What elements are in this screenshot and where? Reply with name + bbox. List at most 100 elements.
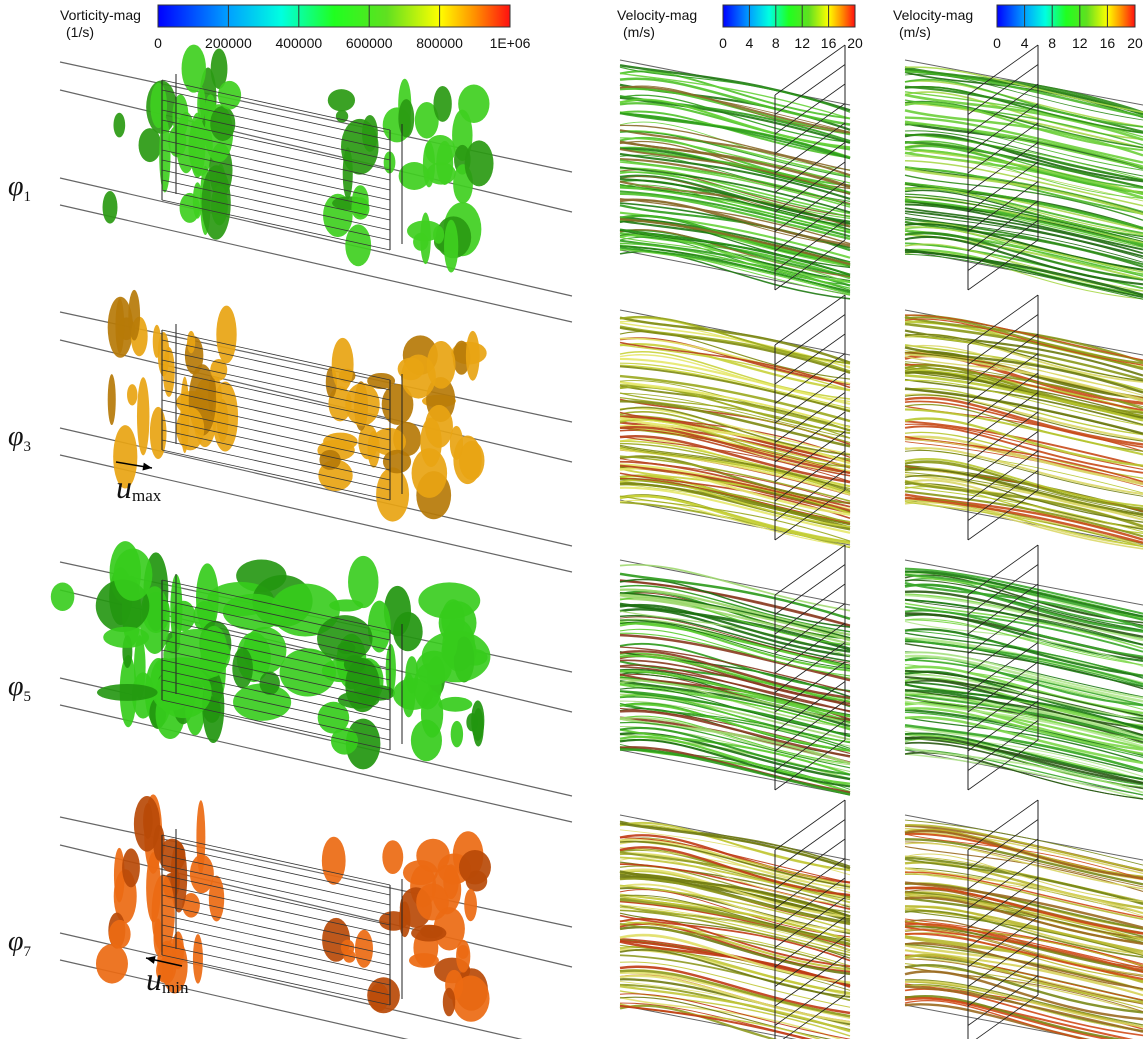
panel-streamlines bbox=[620, 545, 850, 795]
isosurface bbox=[139, 128, 162, 162]
panel-vorticity bbox=[60, 45, 572, 322]
isosurface bbox=[197, 87, 205, 122]
colorbar-tick-label: 8 bbox=[1048, 35, 1056, 51]
isosurface bbox=[348, 556, 378, 608]
isosurface bbox=[109, 920, 131, 949]
streamline bbox=[620, 823, 850, 868]
legend-title: Velocity-mag bbox=[617, 7, 697, 23]
annotation-symbol: u bbox=[116, 469, 132, 505]
streamline bbox=[620, 87, 850, 133]
isosurface bbox=[412, 448, 448, 498]
isosurface bbox=[355, 930, 373, 968]
colorbar-tick-label: 800000 bbox=[416, 35, 463, 51]
isosurface bbox=[466, 331, 480, 381]
isosurface bbox=[172, 94, 188, 137]
panel-streamlines bbox=[620, 295, 850, 547]
isosurface bbox=[153, 918, 162, 955]
panel-vorticity bbox=[60, 290, 572, 572]
isosurface bbox=[457, 945, 468, 959]
panel-streamlines bbox=[905, 800, 1143, 1039]
isosurface bbox=[458, 85, 489, 123]
isosurface bbox=[209, 876, 224, 922]
isosurface bbox=[403, 860, 438, 885]
colorbar-tick-label: 200000 bbox=[205, 35, 252, 51]
legend-title: Velocity-mag bbox=[893, 7, 973, 23]
isosurface bbox=[150, 407, 167, 459]
isosurface bbox=[427, 341, 456, 389]
isosurface bbox=[409, 953, 439, 968]
grid-slat bbox=[162, 440, 390, 490]
panel-streamlines bbox=[620, 800, 850, 1039]
legend-unit: (m/s) bbox=[899, 24, 931, 40]
isosurface bbox=[113, 113, 125, 138]
grid-slat bbox=[162, 450, 390, 500]
panel-streamlines bbox=[905, 295, 1143, 549]
streamline bbox=[620, 976, 850, 1022]
colorbar-tick-label: 16 bbox=[1100, 35, 1116, 51]
isosurface bbox=[413, 233, 428, 251]
isosurface bbox=[163, 347, 175, 397]
isosurface bbox=[423, 141, 435, 187]
colorbar-tick-label: 0 bbox=[993, 35, 1001, 51]
isosurface bbox=[96, 944, 128, 984]
row-label: φ1 bbox=[8, 171, 31, 205]
grid-slat bbox=[775, 820, 845, 870]
isosurface bbox=[51, 582, 75, 610]
annotation-symbol: u bbox=[146, 961, 162, 997]
isosurface bbox=[202, 165, 231, 239]
isosurface bbox=[444, 220, 458, 273]
grid-slat bbox=[162, 430, 390, 480]
isosurface bbox=[331, 727, 358, 754]
colorbar-tick-label: 8 bbox=[772, 35, 780, 51]
colorbar-tick-label: 12 bbox=[794, 35, 810, 51]
isosurface bbox=[393, 678, 433, 710]
colorbar-tick-label: 12 bbox=[1072, 35, 1088, 51]
annotation-subscript: min bbox=[162, 978, 189, 997]
isosurface bbox=[422, 631, 491, 683]
colorbar-tick-label: 1E+06 bbox=[490, 35, 531, 51]
isosurface bbox=[187, 331, 195, 353]
colorbar-tick-label: 600000 bbox=[346, 35, 393, 51]
isosurface bbox=[103, 191, 118, 224]
isosurface bbox=[466, 713, 477, 731]
isosurface bbox=[433, 86, 451, 122]
colorbar-tick-label: 4 bbox=[1021, 35, 1029, 51]
domain-edge bbox=[60, 178, 572, 296]
isosurface bbox=[108, 374, 116, 425]
colorbar bbox=[997, 5, 1135, 27]
row-label: φ7 bbox=[8, 926, 32, 960]
row-label: φ3 bbox=[8, 421, 31, 455]
streamline bbox=[620, 565, 850, 611]
isosurface bbox=[443, 988, 455, 1017]
colorbar-tick-label: 16 bbox=[821, 35, 837, 51]
isosurface bbox=[345, 383, 379, 426]
annotation-subscript: max bbox=[132, 486, 162, 505]
row-symbol: φ bbox=[8, 926, 24, 957]
isosurface bbox=[420, 925, 443, 938]
domain-edge bbox=[60, 960, 572, 1039]
isosurface bbox=[103, 627, 149, 648]
annotation: umax bbox=[116, 469, 162, 505]
legend-unit: (m/s) bbox=[623, 24, 655, 40]
isosurface bbox=[193, 934, 203, 984]
isosurface bbox=[113, 548, 152, 600]
isosurface bbox=[383, 450, 411, 474]
isosurface bbox=[425, 405, 453, 448]
row-subscript: 5 bbox=[24, 689, 32, 705]
panel-streamlines bbox=[905, 45, 1143, 299]
row-label: φ5 bbox=[8, 671, 31, 705]
isosurface bbox=[332, 338, 354, 391]
isosurface bbox=[128, 290, 140, 341]
isosurface bbox=[322, 837, 346, 885]
isosurface bbox=[438, 697, 472, 712]
domain-edge bbox=[60, 705, 572, 822]
isosurface bbox=[376, 467, 409, 521]
isosurface bbox=[393, 612, 423, 651]
isosurface bbox=[97, 684, 158, 701]
colorbar-tick-label: 0 bbox=[154, 35, 162, 51]
colorbar-tick-label: 0 bbox=[719, 35, 727, 51]
figure: Vorticity-mag(1/s)0200000400000600000800… bbox=[0, 0, 1143, 1039]
arrow-head bbox=[142, 463, 152, 471]
row-symbol: φ bbox=[8, 671, 24, 702]
isosurface bbox=[398, 99, 414, 138]
